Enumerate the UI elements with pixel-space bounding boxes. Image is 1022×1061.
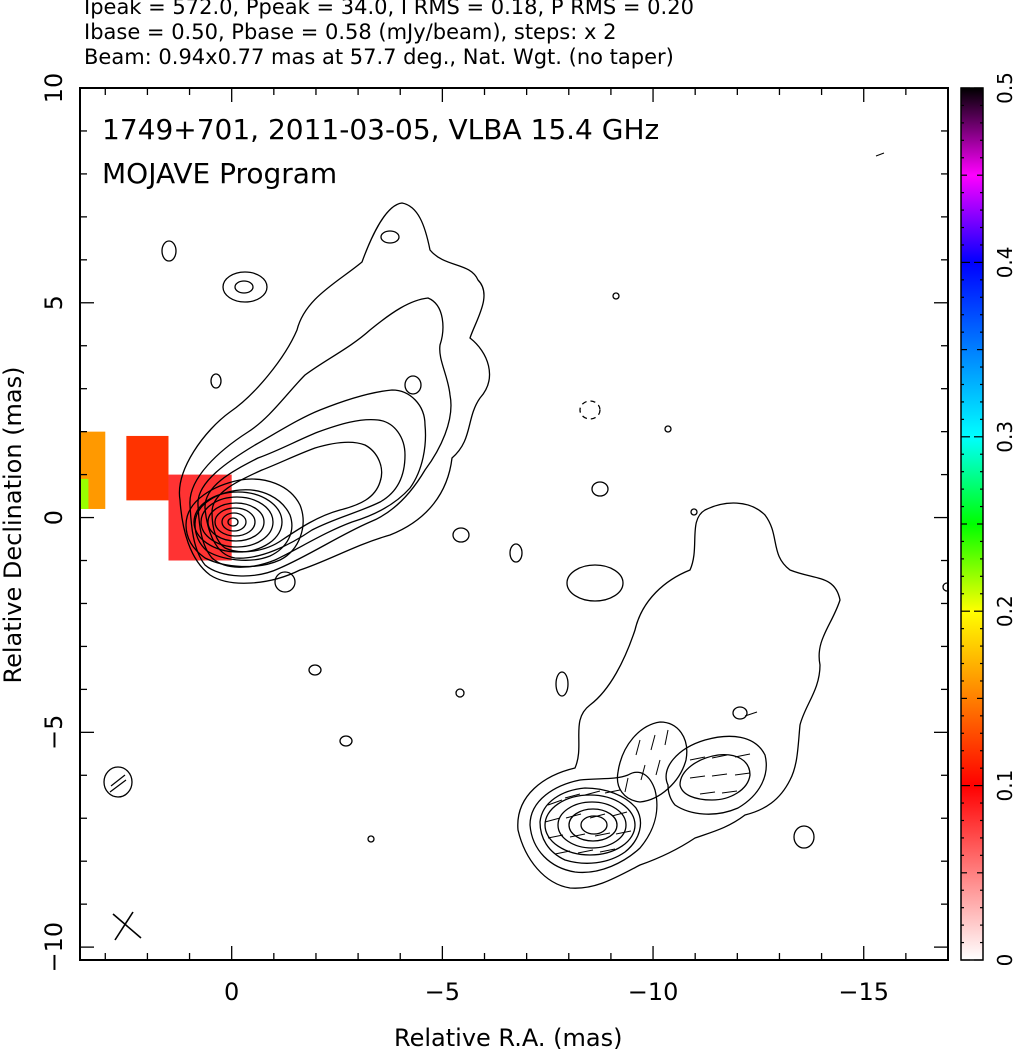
contour-outer-south	[517, 502, 841, 889]
southern-contours	[517, 502, 841, 889]
pol-patch-6	[72, 500, 80, 509]
plot-title-line-1: 1749+701, 2011-03-05, VLBA 15.4 GHz	[102, 113, 660, 146]
colorbar-labels: 0 0.1 0.2 0.3 0.4 0.5	[993, 72, 1017, 966]
contour-core-5	[221, 512, 247, 532]
y-tick-label: −5	[40, 715, 68, 750]
y-tick-label: −10	[40, 922, 68, 973]
colorbar-tick-label: 0.2	[993, 595, 1017, 627]
colorbar-tick-label: 0.1	[993, 770, 1017, 802]
x-axis-label: Relative R.A. (mas)	[394, 1024, 623, 1052]
x-tick-label: 0	[224, 978, 239, 1006]
polarization-patches	[55, 406, 232, 561]
axis-ticks	[80, 87, 949, 960]
y-tick-label: 10	[40, 73, 68, 104]
header-line-3: Beam: 0.94x0.77 mas at 57.7 deg., Nat. W…	[84, 45, 674, 69]
contour-s-5	[557, 801, 627, 849]
colorbar-tick-label: 0	[993, 954, 1017, 967]
contour-core-1	[193, 491, 283, 553]
y-tick-label: 5	[40, 295, 68, 310]
contour-core-2	[200, 496, 274, 548]
pol-patch-1	[126, 435, 169, 501]
pol-patch-0	[168, 474, 232, 561]
header-line-1: Ipeak = 572.0, Ppeak = 34.0, I RMS = 0.1…	[84, 0, 694, 19]
plot-frame	[79, 87, 949, 961]
header-line-2: Ibase = 0.50, Pbase = 0.58 (mJy/beam), s…	[84, 20, 617, 44]
contour-s-knot-c	[679, 754, 751, 801]
contour-core-4	[214, 507, 256, 537]
x-tick-label: −15	[838, 978, 889, 1006]
contour-s-knot-a	[616, 721, 688, 803]
contour-2	[189, 297, 452, 577]
pol-patch-4	[67, 406, 80, 458]
beam-cross	[109, 774, 142, 941]
colorbar-tick-label: 0.4	[993, 246, 1017, 278]
x-tick-label: −10	[628, 978, 679, 1006]
contour-6	[185, 478, 304, 568]
y-tick-label: 0	[40, 510, 68, 525]
pol-patch-5	[55, 453, 72, 466]
x-tick-label: −5	[425, 978, 460, 1006]
contour-s-4	[544, 794, 636, 856]
y-axis-label: Relative Declination (mas)	[0, 366, 27, 684]
contour-core-6	[227, 517, 239, 527]
contour-s-2	[529, 771, 658, 874]
contour-core-3	[207, 502, 265, 542]
contour-s-6	[568, 808, 618, 842]
contour-s-7	[580, 815, 608, 835]
plot-title-line-2: MOJAVE Program	[102, 157, 338, 190]
contour-4	[204, 418, 406, 559]
contour-s-knot-b	[665, 735, 767, 815]
small-contours	[103, 230, 948, 849]
colorbar-ticks	[961, 87, 983, 961]
colorbar-tick-label: 0.5	[993, 72, 1017, 104]
axis-tick-labels: 0 −5 −10 −15 10 5 0 −5 −10	[40, 73, 889, 1006]
intensity-contours	[178, 202, 491, 584]
contour-7	[194, 489, 293, 561]
colorbar-gradient	[961, 88, 983, 960]
evpa-vectors	[544, 152, 885, 855]
contour-s-3	[539, 787, 642, 864]
pol-patch-3	[80, 478, 89, 509]
colorbar-tick-label: 0.3	[993, 421, 1017, 453]
contour-outer-north	[178, 202, 491, 584]
